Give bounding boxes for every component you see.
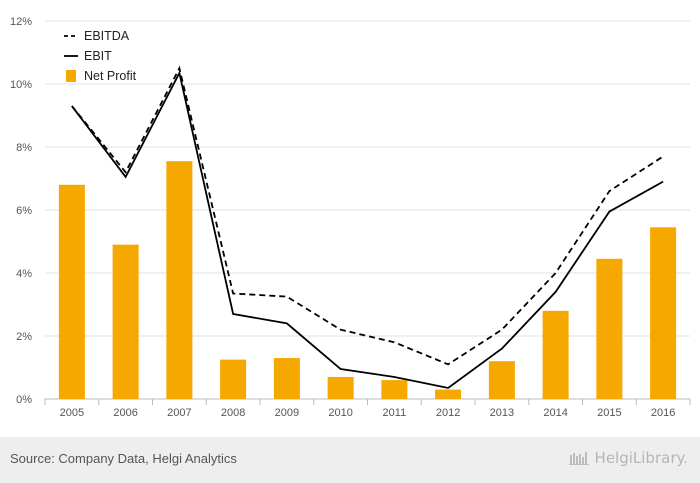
- y-tick-label: 10%: [10, 79, 32, 91]
- x-tick-label: 2006: [113, 407, 137, 419]
- x-tick-label: 2015: [597, 407, 621, 419]
- x-tick-label: 2014: [543, 407, 567, 419]
- net-profit-bar: [488, 361, 515, 399]
- net-profit-legend-label: Net Profit: [84, 69, 137, 83]
- library-icon: [568, 452, 589, 465]
- y-tick-label: 6%: [16, 205, 32, 217]
- net-profit-bar: [596, 258, 623, 399]
- x-tick-label: 2013: [490, 407, 514, 419]
- net-profit-bar: [327, 376, 354, 399]
- x-tick-label: 2005: [60, 407, 84, 419]
- y-tick-label: 4%: [16, 268, 32, 280]
- x-tick-label: 2009: [275, 407, 299, 419]
- net-profit-bar: [58, 184, 85, 399]
- brand-logo: HelgiLibrary.: [568, 449, 688, 467]
- ebit-legend-label: EBIT: [84, 49, 112, 63]
- net-profit-bar: [381, 380, 408, 399]
- source-note: Source: Company Data, Helgi Analytics: [10, 451, 237, 466]
- y-tick-label: 0%: [16, 394, 32, 406]
- net-profit-legend-swatch: [66, 70, 76, 82]
- y-tick-label: 8%: [16, 142, 32, 154]
- x-tick-label: 2012: [436, 407, 460, 419]
- net-profit-bar: [273, 358, 300, 399]
- y-tick-label: 2%: [16, 331, 32, 343]
- x-tick-label: 2008: [221, 407, 245, 419]
- net-profit-bar: [112, 244, 139, 399]
- net-profit-bar: [220, 359, 247, 399]
- footer: Source: Company Data, Helgi Analytics He…: [0, 437, 700, 483]
- brand-name: HelgiLibrary.: [594, 449, 688, 467]
- x-tick-label: 2010: [328, 407, 352, 419]
- x-tick-label: 2011: [383, 407, 407, 419]
- net-profit-bar: [650, 227, 677, 399]
- net-profit-bar: [435, 389, 462, 399]
- ebitda-legend-label: EBITDA: [84, 29, 130, 43]
- net-profit-bar: [542, 310, 569, 399]
- x-tick-label: 2016: [651, 407, 675, 419]
- ebitda-line: [71, 65, 664, 366]
- y-tick-label: 12%: [10, 16, 32, 28]
- x-tick-label: 2007: [167, 407, 191, 419]
- ebit-line: [71, 70, 664, 389]
- net-profit-bar: [166, 161, 193, 399]
- chart: 0% 2% 4% 6% 8% 10% 12% 2005 2006 2007 2008 2009 2010…: [10, 16, 691, 419]
